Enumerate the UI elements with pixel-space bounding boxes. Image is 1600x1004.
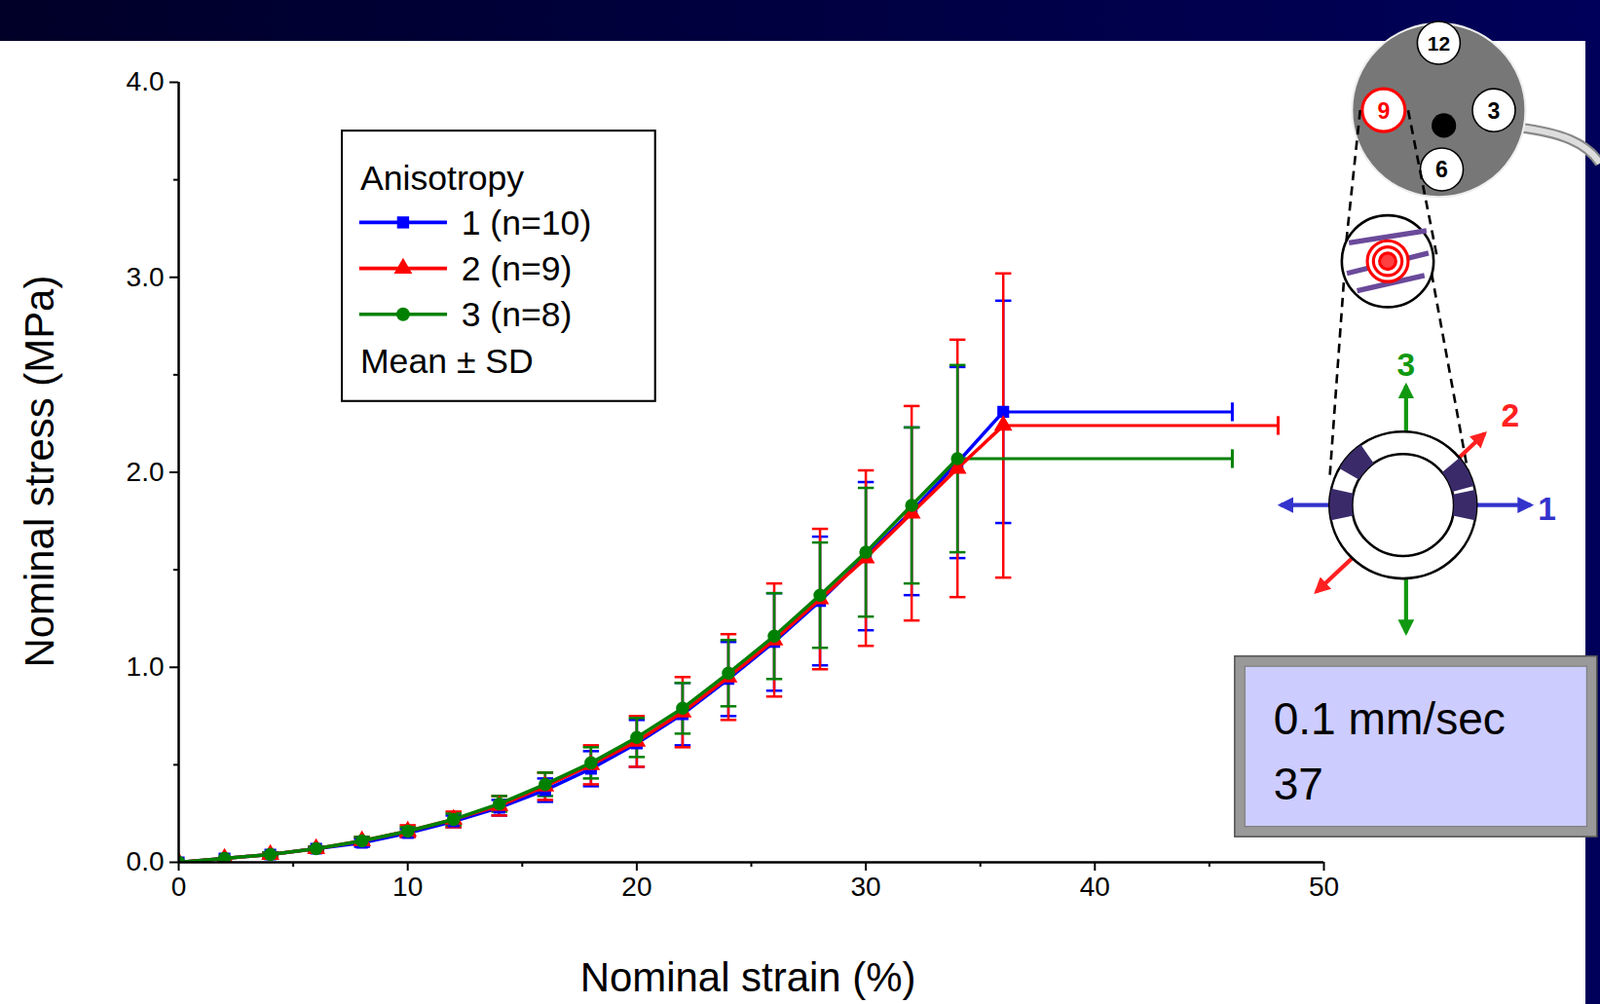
svg-text:20: 20 xyxy=(621,871,652,902)
svg-text:9: 9 xyxy=(1376,98,1390,124)
svg-text:Nominal stress (MPa): Nominal stress (MPa) xyxy=(16,275,63,669)
svg-text:50: 50 xyxy=(1308,871,1340,902)
svg-text:0.1 mm/sec: 0.1 mm/sec xyxy=(1273,693,1506,745)
svg-text:37: 37 xyxy=(1273,758,1324,810)
svg-text:3 (n=8): 3 (n=8) xyxy=(461,295,573,335)
svg-text:1: 1 xyxy=(1537,490,1557,527)
svg-text:Anisotropy: Anisotropy xyxy=(360,158,524,198)
svg-text:3: 3 xyxy=(1488,98,1501,124)
svg-text:3: 3 xyxy=(1397,346,1416,383)
svg-text:2 (n=9): 2 (n=9) xyxy=(461,249,573,289)
svg-text:10: 10 xyxy=(392,871,423,902)
svg-text:40: 40 xyxy=(1079,871,1111,902)
svg-text:2: 2 xyxy=(1500,397,1520,434)
svg-text:12: 12 xyxy=(1427,32,1451,55)
svg-text:30: 30 xyxy=(851,871,882,902)
svg-text:6: 6 xyxy=(1435,156,1449,183)
svg-text:Mean ± SD: Mean ± SD xyxy=(360,341,534,381)
svg-text:2.0: 2.0 xyxy=(126,456,165,487)
svg-text:1 (n=10): 1 (n=10) xyxy=(461,203,593,243)
svg-text:0: 0 xyxy=(171,871,187,902)
svg-text:3.0: 3.0 xyxy=(126,261,165,293)
svg-text:Nominal strain (%): Nominal strain (%) xyxy=(580,954,917,1001)
svg-text:4.0: 4.0 xyxy=(126,66,165,97)
svg-text:1.0: 1.0 xyxy=(126,651,165,682)
svg-text:0.0: 0.0 xyxy=(126,846,165,877)
